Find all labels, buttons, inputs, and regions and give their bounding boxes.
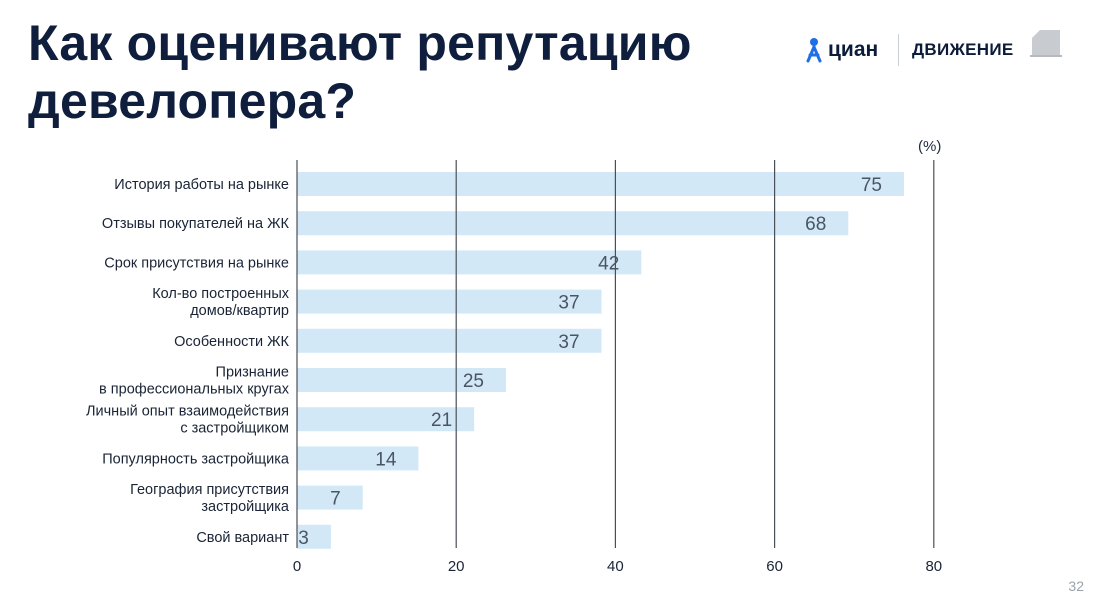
- logo-group: циан ДВИЖЕНИЕ: [806, 26, 1066, 72]
- bar: [297, 250, 642, 275]
- data-label: 37: [558, 293, 579, 314]
- category-label: в профессиональных кругах: [99, 382, 290, 398]
- data-label: 14: [375, 449, 397, 470]
- category-label: Отзывы покупателей на ЖК: [102, 216, 290, 232]
- category-label: застройщика: [201, 499, 290, 515]
- person-pin-icon: [806, 38, 822, 63]
- title-line-2: девелопера?: [28, 73, 357, 129]
- data-label: 3: [298, 528, 309, 549]
- data-label: 21: [431, 410, 452, 431]
- x-tick-label: 0: [293, 558, 301, 575]
- x-tick-label: 80: [925, 558, 942, 575]
- category-label: Срок присутствия на рынке: [104, 255, 289, 271]
- data-label: 7: [330, 489, 341, 510]
- category-label: Кол-во построенных: [152, 286, 290, 302]
- page-title: Как оценивают репутацию девелопера?: [28, 14, 808, 130]
- x-tick-label: 40: [607, 558, 624, 575]
- bar: [297, 485, 363, 510]
- unit-label: (%): [918, 138, 942, 155]
- data-label: 42: [598, 253, 619, 274]
- category-label: Особенности ЖК: [174, 334, 289, 350]
- bar: [297, 328, 602, 353]
- bar: [297, 407, 475, 432]
- bar: [297, 211, 849, 236]
- bar: [297, 446, 419, 471]
- house-icon: [1030, 30, 1062, 57]
- category-label: домов/квартир: [190, 303, 289, 319]
- cian-logo: циан: [806, 30, 878, 70]
- data-label: 75: [861, 175, 882, 196]
- cian-logo-text: циан: [828, 38, 879, 61]
- category-label: Популярность застройщика: [102, 451, 290, 467]
- logo-divider: [898, 34, 899, 66]
- category-label: Признание: [216, 365, 289, 381]
- bar: [297, 524, 331, 549]
- movement-logo-text: ДВИЖЕНИЕ: [912, 40, 1014, 59]
- category-label: География присутствия: [130, 482, 289, 498]
- data-label: 37: [558, 332, 579, 353]
- category-label: История работы на рынке: [114, 177, 289, 193]
- x-tick-label: 20: [448, 558, 465, 575]
- data-label: 68: [805, 214, 826, 235]
- page-number: 32: [1068, 578, 1084, 594]
- category-label: Свой вариант: [196, 530, 289, 546]
- bar: [297, 172, 904, 196]
- data-label: 25: [463, 371, 484, 392]
- title-line-1: Как оценивают репутацию: [28, 15, 692, 71]
- x-tick-label: 60: [766, 558, 783, 575]
- category-label: Личный опыт взаимодействия: [86, 404, 289, 420]
- category-label: с застройщиком: [180, 421, 289, 437]
- bar: [297, 289, 602, 314]
- bar: [297, 368, 506, 392]
